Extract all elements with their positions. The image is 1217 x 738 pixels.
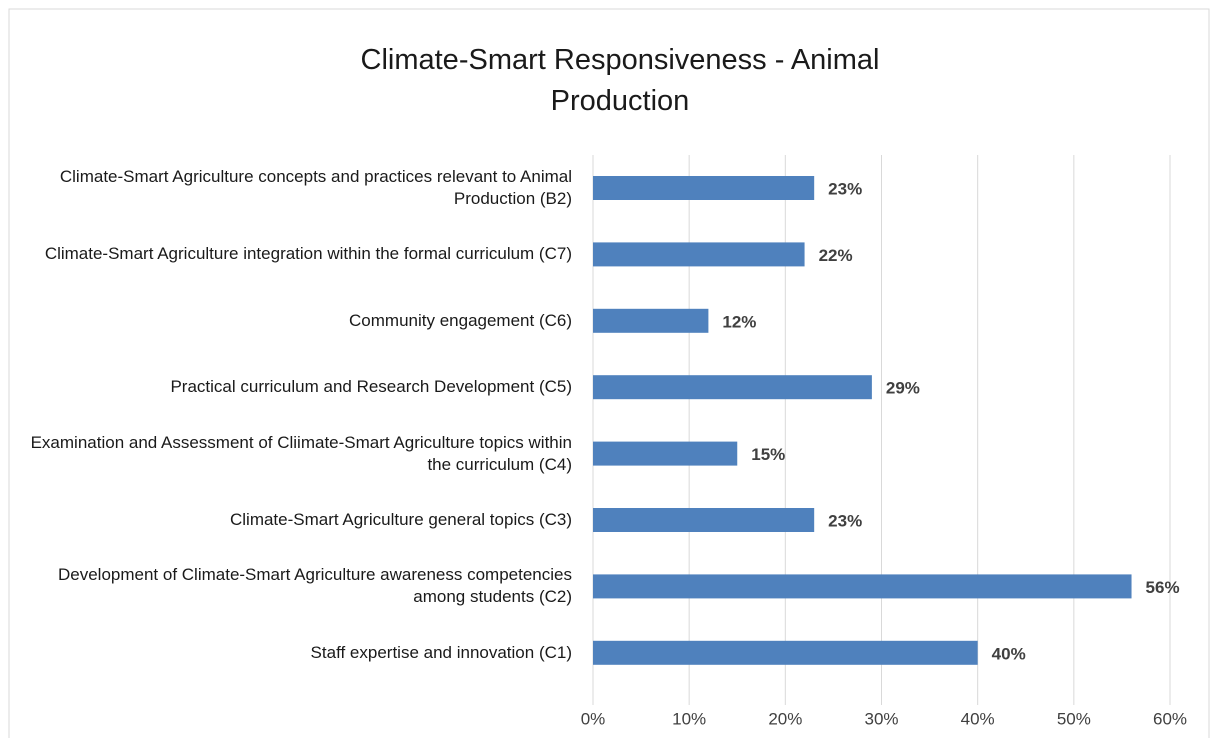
data-label: 23%	[828, 511, 862, 530]
bar	[593, 375, 872, 400]
bar	[593, 441, 738, 466]
x-tick-label: 60%	[1153, 709, 1187, 728]
bar	[593, 640, 978, 665]
x-tick-label: 50%	[1057, 709, 1091, 728]
y-tick-label: Examination and Assessment of Cliimate-S…	[30, 432, 572, 474]
bar	[593, 508, 815, 532]
y-tick-label: Climate-Smart Agriculture concepts and p…	[59, 167, 572, 208]
data-label: 29%	[886, 379, 920, 398]
chart-border	[8, 8, 1210, 738]
y-tick-label: Climate-Smart Agriculture general topics…	[229, 510, 572, 529]
data-label: 12%	[722, 312, 756, 331]
y-tick-label: Community engagement (C6)	[349, 310, 572, 330]
data-label: 40%	[992, 644, 1026, 663]
x-tick-label: 20%	[768, 709, 802, 728]
y-tick-label: Climate-Smart Agriculture integration wi…	[44, 244, 572, 264]
bar	[593, 176, 815, 200]
x-tick-label: 0%	[581, 709, 606, 728]
data-label: 22%	[819, 246, 853, 265]
y-tick-label: Practical curriculum and Research Develo…	[170, 377, 572, 397]
bar	[593, 574, 1132, 599]
x-tick-label: 30%	[864, 709, 898, 728]
x-tick-label: 40%	[961, 709, 995, 728]
chart-title: Climate-Smart Responsiveness - Animal Pr…	[360, 44, 880, 117]
x-tick-label: 10%	[672, 709, 706, 728]
y-tick-label: Staff expertise and innovation (C1)	[310, 642, 572, 662]
data-label: 56%	[1146, 578, 1180, 597]
bar	[593, 308, 709, 333]
data-label: 15%	[751, 445, 785, 464]
y-tick-label: Development of Climate-Smart Agriculture…	[57, 565, 572, 607]
data-label: 23%	[828, 179, 862, 198]
bar	[593, 242, 805, 267]
